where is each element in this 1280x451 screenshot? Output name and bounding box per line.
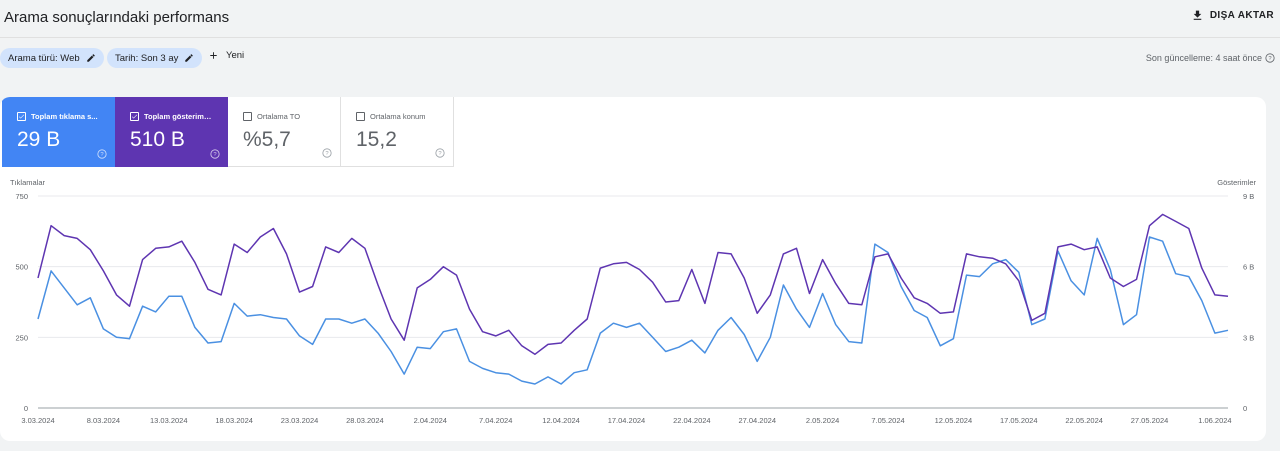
help-icon[interactable]: ? bbox=[435, 148, 445, 158]
last-update: Son güncelleme: 4 saat önce ? bbox=[1146, 53, 1275, 63]
edit-pencil-icon bbox=[185, 54, 194, 62]
metric-label: Ortalama konum bbox=[370, 112, 426, 121]
checkbox-checked-icon[interactable] bbox=[17, 112, 26, 121]
x-tick-label: 23.03.2024 bbox=[281, 416, 319, 425]
search-type-chip[interactable]: Arama türü: Web bbox=[0, 48, 104, 68]
plus-icon bbox=[210, 52, 217, 59]
performance-chart[interactable]: Tıklamalar Gösterimler 750 9 B 500 6 B 250 3 B 0… bbox=[0, 177, 1266, 441]
performance-card: Toplam tıklama s... 29 B ? Toplam göster… bbox=[0, 97, 1266, 441]
y-axis-title-left: Tıklamalar bbox=[10, 178, 46, 187]
x-tick-label: 3.03.2024 bbox=[21, 416, 54, 425]
x-tick-label: 17.04.2024 bbox=[608, 416, 646, 425]
x-tick-label: 12.04.2024 bbox=[542, 416, 580, 425]
metric-total-clicks[interactable]: Toplam tıklama s... 29 B ? bbox=[2, 97, 115, 167]
metric-label: Toplam tıklama s... bbox=[31, 112, 98, 121]
new-filter-button[interactable]: Yeni bbox=[208, 50, 244, 61]
top-bar: Arama sonuçlarındaki performans DIŞA AKT… bbox=[0, 0, 1280, 38]
date-chip[interactable]: Tarih: Son 3 ay bbox=[107, 48, 203, 68]
x-tick-label: 7.04.2024 bbox=[479, 416, 512, 425]
metric-value: %5,7 bbox=[243, 128, 291, 151]
svg-text:?: ? bbox=[325, 151, 329, 157]
svg-text:?: ? bbox=[213, 152, 217, 158]
x-tick-label: 22.04.2024 bbox=[673, 416, 711, 425]
filter-bar: Arama türü: Web Tarih: Son 3 ay Yeni Son… bbox=[0, 46, 1280, 70]
help-icon[interactable]: ? bbox=[322, 148, 332, 158]
y-tick-label-right: 6 B bbox=[1243, 263, 1254, 272]
x-tick-label: 13.03.2024 bbox=[150, 416, 188, 425]
last-update-text: Son güncelleme: 4 saat önce bbox=[1145, 53, 1262, 63]
metric-value: 29 B bbox=[17, 128, 61, 151]
clicks-series-line bbox=[37, 236, 1229, 385]
y-tick-label-left: 0 bbox=[24, 404, 28, 413]
x-tick-label: 17.05.2024 bbox=[1000, 416, 1038, 425]
x-tick-label: 22.05.2024 bbox=[1065, 416, 1103, 425]
svg-text:?: ? bbox=[438, 151, 442, 157]
x-tick-label: 18.03.2024 bbox=[215, 416, 253, 425]
x-tick-label: 2.04.2024 bbox=[414, 416, 447, 425]
y-tick-label-left: 500 bbox=[15, 263, 28, 272]
y-tick-label-right: 3 B bbox=[1243, 333, 1254, 342]
metric-average-ctr[interactable]: Ortalama TO %5,7 ? bbox=[228, 97, 341, 167]
svg-text:?: ? bbox=[100, 152, 104, 158]
export-label: DIŞA AKTAR bbox=[1209, 10, 1274, 21]
new-filter-label: Yeni bbox=[226, 50, 245, 61]
impressions-series-line bbox=[37, 213, 1229, 356]
x-tick-label: 1.06.2024 bbox=[1198, 416, 1231, 425]
metric-label: Ortalama TO bbox=[257, 112, 301, 121]
x-tick-label: 12.05.2024 bbox=[935, 416, 973, 425]
x-tick-label: 7.05.2024 bbox=[871, 416, 904, 425]
y-tick-label-right: 9 B bbox=[1243, 192, 1254, 201]
y-tick-label-left: 250 bbox=[15, 333, 28, 342]
x-tick-label: 27.05.2024 bbox=[1131, 416, 1169, 425]
metric-value: 15,2 bbox=[356, 128, 397, 151]
metric-total-impressions[interactable]: Toplam gösterim ... 510 B ? bbox=[115, 97, 228, 167]
x-tick-label: 28.03.2024 bbox=[346, 416, 384, 425]
y-tick-label-left: 750 bbox=[15, 192, 28, 201]
metric-value: 510 B bbox=[130, 128, 185, 151]
help-icon[interactable]: ? bbox=[210, 149, 220, 159]
y-axis-title-right: Gösterimler bbox=[1217, 178, 1256, 187]
checkbox-checked-icon[interactable] bbox=[130, 112, 139, 121]
x-tick-label: 8.03.2024 bbox=[87, 416, 120, 425]
x-tick-label: 2.05.2024 bbox=[806, 416, 839, 425]
svg-text:?: ? bbox=[1268, 56, 1272, 62]
checkbox-unchecked-icon[interactable] bbox=[243, 112, 252, 121]
metric-average-position[interactable]: Ortalama konum 15,2 ? bbox=[341, 97, 454, 167]
help-icon[interactable]: ? bbox=[97, 149, 107, 159]
y-tick-label-right: 0 bbox=[1243, 404, 1247, 413]
search-type-label: Arama türü: Web bbox=[8, 52, 80, 64]
download-icon bbox=[1193, 10, 1202, 20]
help-icon[interactable]: ? bbox=[1265, 53, 1275, 63]
checkbox-unchecked-icon[interactable] bbox=[356, 112, 365, 121]
edit-pencil-icon bbox=[86, 54, 95, 62]
export-button[interactable]: DIŞA AKTAR bbox=[1191, 9, 1274, 22]
page-title: Arama sonuçlarındaki performans bbox=[4, 9, 230, 26]
metric-label: Toplam gösterim ... bbox=[144, 112, 212, 121]
date-label: Tarih: Son 3 ay bbox=[115, 52, 179, 64]
x-tick-label: 27.04.2024 bbox=[738, 416, 776, 425]
